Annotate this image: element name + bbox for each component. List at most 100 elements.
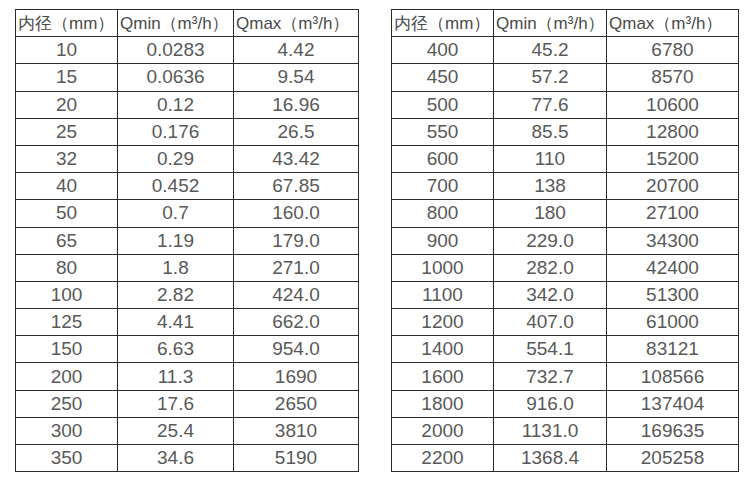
table-row: 45057.28570 [392,64,739,91]
table-cell: 20700 [607,173,739,200]
table-cell: 137404 [607,390,739,417]
table-cell: 6.63 [118,336,234,363]
table-row: 50077.610600 [392,91,739,118]
table-cell: 450 [392,64,494,91]
table-row: 651.19179.0 [16,227,359,254]
table-row: 801.8271.0 [16,254,359,281]
table-row: 1600732.7108566 [392,363,739,390]
table-row: 30025.43810 [16,417,359,444]
table-cell: 1800 [392,390,494,417]
table-cell: 2.82 [118,281,234,308]
table-cell: 0.7 [118,200,234,227]
table-cell: 4.41 [118,309,234,336]
table-cell: 179.0 [234,227,359,254]
table-row: 20011.31690 [16,363,359,390]
column-header: Qmin（m³/h） [494,10,607,37]
table-row: 25017.62650 [16,390,359,417]
header-row: 内径（mm）Qmin（m³/h）Qmax（m³/h） [16,10,359,37]
table-row: 1254.41662.0 [16,309,359,336]
table-cell: 110 [494,145,607,172]
table-cell: 25.4 [118,417,234,444]
table-cell: 954.0 [234,336,359,363]
table-cell: 57.2 [494,64,607,91]
table-cell: 4.42 [234,37,359,64]
table-cell: 282.0 [494,254,607,281]
table-cell: 600 [392,145,494,172]
column-header: Qmin（m³/h） [118,10,234,37]
table-row: 1002.82424.0 [16,281,359,308]
table-row: 250.17626.5 [16,118,359,145]
table-cell: 800 [392,200,494,227]
table-row: 20001131.0169635 [392,417,739,444]
table-cell: 3810 [234,417,359,444]
table-cell: 100 [16,281,118,308]
table-cell: 662.0 [234,309,359,336]
table-cell: 1131.0 [494,417,607,444]
table-cell: 43.42 [234,145,359,172]
table-cell: 200 [16,363,118,390]
table-cell: 900 [392,227,494,254]
table-cell: 45.2 [494,37,607,64]
table-row: 320.2943.42 [16,145,359,172]
flow-table-small-diameters: 内径（mm）Qmin（m³/h）Qmax（m³/h）100.02834.4215… [15,9,359,472]
table-cell: 1100 [392,281,494,308]
table-cell: 1.8 [118,254,234,281]
table-cell: 10 [16,37,118,64]
table-cell: 350 [16,445,118,472]
table-cell: 108566 [607,363,739,390]
table-row: 400.45267.85 [16,173,359,200]
table-cell: 85.5 [494,118,607,145]
table-cell: 34.6 [118,445,234,472]
table-cell: 26.5 [234,118,359,145]
table-cell: 125 [16,309,118,336]
table-cell: 138 [494,173,607,200]
table-cell: 2000 [392,417,494,444]
table-cell: 0.452 [118,173,234,200]
table-cell: 17.6 [118,390,234,417]
table-row: 1000282.042400 [392,254,739,281]
table-row: 1506.63954.0 [16,336,359,363]
table-cell: 160.0 [234,200,359,227]
table-cell: 732.7 [494,363,607,390]
table-cell: 424.0 [234,281,359,308]
table-cell: 32 [16,145,118,172]
column-header: 内径（mm） [16,10,118,37]
column-header: Qmax（m³/h） [234,10,359,37]
table-cell: 180 [494,200,607,227]
table-cell: 50 [16,200,118,227]
table-row: 70013820700 [392,173,739,200]
table-cell: 400 [392,37,494,64]
table-cell: 916.0 [494,390,607,417]
table-row: 1400554.183121 [392,336,739,363]
table-cell: 0.12 [118,91,234,118]
table-cell: 8570 [607,64,739,91]
table-cell: 2200 [392,445,494,472]
table-cell: 40 [16,173,118,200]
table-cell: 150 [16,336,118,363]
table-cell: 1690 [234,363,359,390]
table-row: 60011015200 [392,145,739,172]
table-row: 150.06369.54 [16,64,359,91]
table-row: 40045.26780 [392,37,739,64]
table-cell: 83121 [607,336,739,363]
table-cell: 1200 [392,309,494,336]
table-row: 22001368.4205258 [392,445,739,472]
table-cell: 16.96 [234,91,359,118]
table-row: 35034.65190 [16,445,359,472]
table-row: 80018027100 [392,200,739,227]
table-row: 500.7160.0 [16,200,359,227]
table-cell: 65 [16,227,118,254]
table-cell: 407.0 [494,309,607,336]
table-cell: 0.176 [118,118,234,145]
flow-rate-reference-page: 内径（mm）Qmin（m³/h）Qmax（m³/h）100.02834.4215… [0,0,750,483]
table-row: 1100342.051300 [392,281,739,308]
table-cell: 554.1 [494,336,607,363]
table-cell: 342.0 [494,281,607,308]
table-cell: 20 [16,91,118,118]
table-cell: 550 [392,118,494,145]
table-cell: 11.3 [118,363,234,390]
table-cell: 700 [392,173,494,200]
header-row: 内径（mm）Qmin（m³/h）Qmax（m³/h） [392,10,739,37]
table-row: 200.1216.96 [16,91,359,118]
table-cell: 5190 [234,445,359,472]
